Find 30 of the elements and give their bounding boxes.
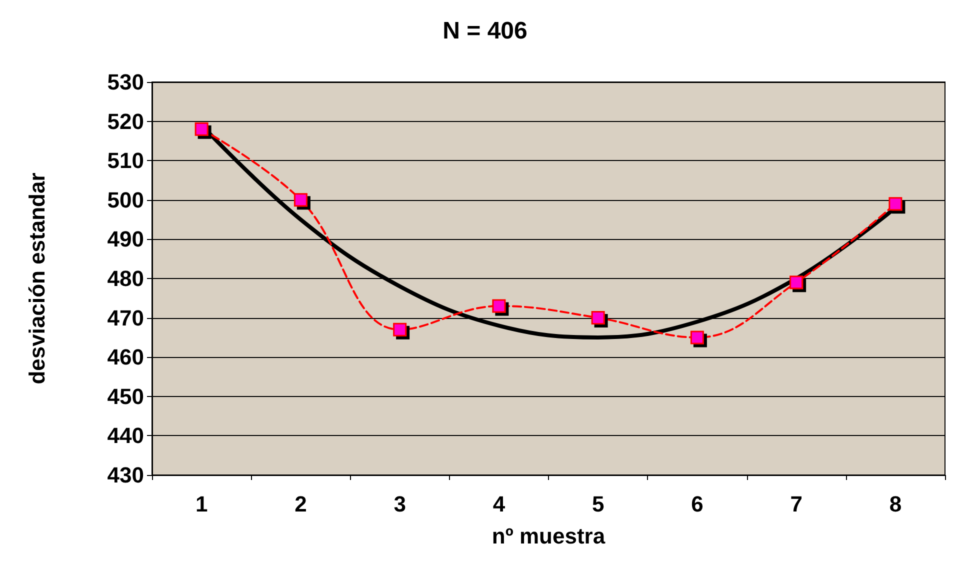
- y-tick-label: 430: [107, 462, 144, 488]
- x-axis-title: nº muestra: [492, 524, 606, 548]
- point: [888, 197, 902, 211]
- x-tick-label: 7: [790, 492, 802, 516]
- y-tick-label: 530: [107, 70, 144, 94]
- chart-title: N = 406: [442, 18, 528, 44]
- x-tick-label: 4: [492, 492, 506, 516]
- y-tick-label: 510: [107, 148, 144, 174]
- y-tick-label: 470: [107, 305, 144, 330]
- x-tick-label: 5: [592, 492, 604, 516]
- point: [790, 276, 804, 290]
- point: [393, 322, 407, 336]
- x-tick-label: 3: [394, 492, 406, 516]
- x-tick-label: 6: [691, 492, 704, 516]
- point: [492, 299, 506, 313]
- y-tick-label: 490: [107, 226, 144, 252]
- y-axis-title: desviación estandar: [24, 172, 50, 384]
- x-tick-label: 1: [195, 492, 208, 516]
- y-tick-label: 500: [107, 187, 144, 212]
- point: [591, 311, 605, 325]
- y-tick-label: 480: [107, 266, 144, 291]
- y-tick-label: 440: [107, 423, 144, 448]
- y-tick-label: 520: [107, 108, 144, 134]
- point: [294, 193, 308, 207]
- y-tick-label: 460: [107, 344, 144, 370]
- point: [194, 122, 208, 136]
- x-tick-label: 2: [294, 492, 307, 516]
- y-tick-label: 450: [107, 384, 144, 409]
- x-tick-label: 8: [889, 492, 902, 516]
- point: [690, 330, 704, 344]
